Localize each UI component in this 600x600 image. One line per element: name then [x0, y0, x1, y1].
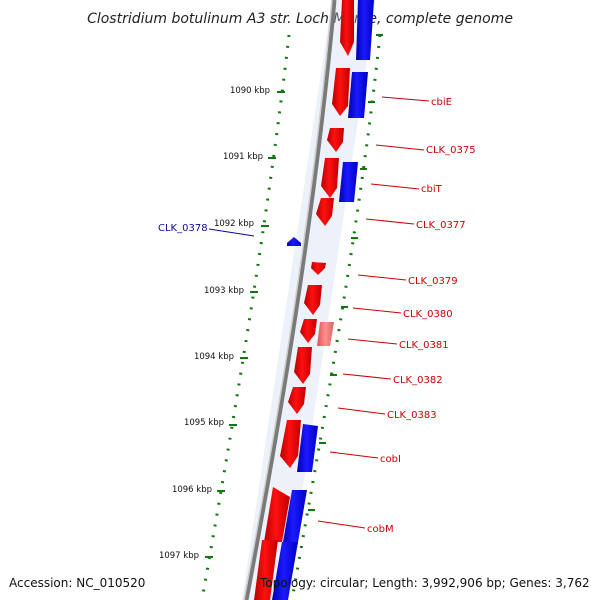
- tick-label-1090: 1090 kbp: [230, 86, 270, 96]
- feature-cobI-blue[interactable]: [297, 424, 318, 472]
- label-leader-lines: [208, 96, 430, 529]
- feature-CLK_0381-red[interactable]: [300, 319, 317, 343]
- gene-label-CLK_0380: CLK_0380: [403, 309, 453, 320]
- feature-CLK_0375[interactable]: [327, 128, 344, 152]
- gene-label-CLK_0382: CLK_0382: [393, 375, 443, 386]
- tick-label-1093: 1093 kbp: [204, 286, 244, 296]
- feature-CLK_0382[interactable]: [294, 347, 312, 384]
- gene-label-CLK_0375: CLK_0375: [426, 145, 476, 156]
- feature-bottom-blue[interactable]: [272, 542, 298, 600]
- gene-label-cobM: cobM: [367, 524, 394, 535]
- gene-label-cobI: cobI: [380, 454, 401, 465]
- feature-cobI-red[interactable]: [280, 420, 301, 468]
- gene-label-cbiE: cbiE: [431, 97, 452, 108]
- topology-text: Topology: circular; Length: 3,992,906 bp…: [260, 576, 590, 590]
- gene-label-CLK_0378: CLK_0378: [158, 223, 208, 234]
- feature-cbiT-blue[interactable]: [339, 162, 358, 202]
- feature-CLK_0381-pale[interactable]: [317, 322, 334, 346]
- feature-CLK_0383[interactable]: [288, 387, 306, 414]
- gene-label-CLK_0381: CLK_0381: [399, 340, 449, 351]
- tick-label-1094: 1094 kbp: [194, 352, 234, 362]
- gene-label-CLK_0377: CLK_0377: [416, 220, 466, 231]
- feature-cbiE-blue[interactable]: [348, 72, 368, 118]
- genome-backbone: [243, 0, 337, 600]
- feature-CLK_0378[interactable]: [287, 237, 301, 246]
- tick-label-1097: 1097 kbp: [159, 551, 199, 561]
- tick-label-1091: 1091 kbp: [223, 152, 263, 162]
- feature-top-red[interactable]: [340, 0, 354, 56]
- accession-text: Accession: NC_010520: [9, 576, 146, 590]
- feature-CLK_0380[interactable]: [304, 285, 322, 315]
- genome-title: Clostridium botulinum A3 str. Loch Maree…: [87, 11, 513, 27]
- tick-label-1092: 1092 kbp: [214, 219, 254, 229]
- feature-top-blue[interactable]: [356, 0, 374, 60]
- feature-cbiT-red[interactable]: [321, 158, 339, 198]
- gene-label-CLK_0379: CLK_0379: [408, 276, 458, 287]
- gene-label-CLK_0383: CLK_0383: [387, 410, 437, 421]
- tick-label-1096: 1096 kbp: [172, 485, 212, 495]
- feature-CLK_0377[interactable]: [316, 198, 334, 226]
- tick-label-1095: 1095 kbp: [184, 418, 224, 428]
- feature-cbiE-red[interactable]: [332, 68, 350, 116]
- feature-CLK_0379[interactable]: [311, 262, 326, 275]
- feature-bottom-red[interactable]: [254, 540, 278, 600]
- feature-cobM-blue[interactable]: [282, 490, 307, 548]
- feature-cobM-red[interactable]: [264, 487, 290, 542]
- gene-label-cbiT: cbiT: [421, 184, 443, 195]
- kbp-tick-marks: [205, 34, 383, 558]
